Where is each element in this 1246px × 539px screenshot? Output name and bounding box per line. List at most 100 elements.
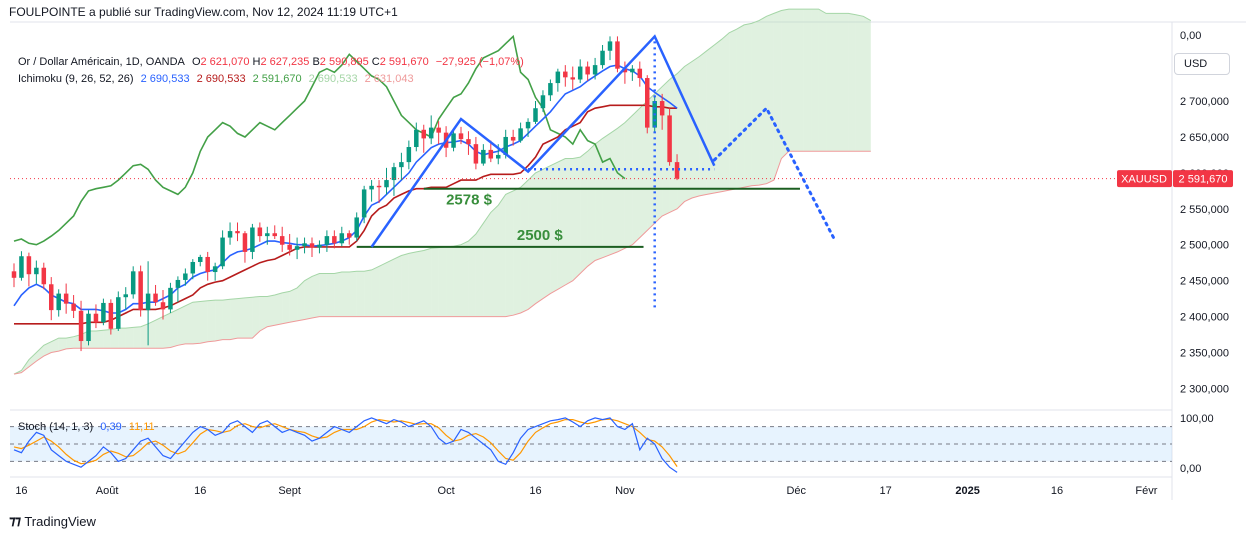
cloud-segment bbox=[416, 250, 424, 317]
candle bbox=[324, 230, 330, 252]
ichimoku-value-span-b: 2 631,043 bbox=[364, 73, 414, 85]
candle-body bbox=[466, 139, 471, 145]
candle-body bbox=[510, 136, 516, 141]
candle-body bbox=[279, 236, 285, 245]
candle bbox=[525, 118, 531, 137]
cloud-segment bbox=[341, 272, 350, 317]
cloud-segment bbox=[379, 262, 387, 317]
candle bbox=[205, 251, 210, 281]
candle-body bbox=[354, 217, 359, 238]
price-tick-label: 2 300,000 bbox=[1180, 383, 1229, 395]
cloud-segment bbox=[438, 246, 447, 317]
candle bbox=[540, 90, 546, 112]
cloud-segment bbox=[125, 327, 134, 349]
cloud-segment bbox=[133, 326, 141, 349]
candle-body bbox=[212, 266, 218, 273]
candle bbox=[421, 124, 426, 153]
candle bbox=[287, 233, 292, 256]
candle bbox=[563, 65, 568, 87]
currency-button[interactable]: USD bbox=[1174, 53, 1230, 75]
cloud-segment bbox=[170, 309, 178, 348]
candle bbox=[302, 237, 307, 254]
candle bbox=[458, 126, 464, 145]
candle bbox=[71, 295, 76, 319]
stoch-axis-top: 100,00 bbox=[1180, 413, 1214, 425]
ichimoku-label[interactable]: Ichimoku (9, 26, 52, 26) bbox=[18, 73, 134, 85]
time-tick-label: Févr bbox=[1135, 485, 1157, 497]
cloud-segment bbox=[364, 269, 372, 317]
candle bbox=[645, 75, 650, 134]
cloud-segment bbox=[632, 108, 640, 245]
stoch-legend: Stoch (14, 1, 3) 0,39 11,11 bbox=[18, 421, 159, 433]
candle bbox=[272, 225, 277, 239]
stoch-label[interactable]: Stoch (14, 1, 3) bbox=[18, 421, 94, 433]
candle bbox=[451, 129, 456, 152]
candle-body bbox=[153, 293, 158, 303]
cloud-segment bbox=[788, 9, 797, 152]
candle-body bbox=[600, 50, 605, 66]
cloud-segment bbox=[461, 241, 469, 317]
cloud-segment bbox=[386, 259, 394, 317]
candle-body bbox=[41, 267, 47, 285]
cloud-segment bbox=[349, 271, 357, 317]
candle bbox=[399, 152, 404, 181]
zigzag-pattern-line bbox=[370, 34, 716, 248]
ichimoku-value-conversion: 2 690,533 bbox=[140, 73, 190, 85]
candle-body bbox=[49, 284, 54, 311]
symbol-label[interactable]: Or / Dollar Américain, 1D, OANDA bbox=[18, 56, 185, 68]
cloud-segment bbox=[647, 93, 655, 231]
cloud-segment bbox=[282, 291, 290, 324]
candle bbox=[49, 277, 54, 321]
cloud-segment bbox=[200, 300, 208, 344]
candle bbox=[34, 260, 39, 284]
candle bbox=[630, 65, 635, 81]
cloud-segment bbox=[453, 244, 461, 317]
cloud-segment bbox=[498, 194, 506, 317]
tradingview-brand[interactable]: ⁊⁊ TradingView bbox=[9, 513, 96, 529]
price-axis-top-value: 0,00 bbox=[1180, 30, 1201, 42]
main-legend: Or / Dollar Américain, 1D, OANDA O2 621,… bbox=[18, 56, 528, 68]
cloud-segment bbox=[267, 295, 275, 327]
time-axis: 16 Août 16 Sept Oct 16 Nov Déc 17 2025 16 Févr bbox=[15, 485, 1157, 497]
candle-body bbox=[108, 302, 114, 329]
candle bbox=[481, 144, 486, 166]
candle bbox=[19, 251, 24, 281]
candle bbox=[160, 290, 166, 320]
candle-body bbox=[78, 310, 84, 342]
price-tick-label: 2 650,000 bbox=[1180, 132, 1229, 144]
ichimoku-value-base: 2 690,533 bbox=[196, 73, 246, 85]
cloud-segment bbox=[446, 246, 454, 317]
cloud-segment bbox=[222, 299, 231, 340]
ichimoku-value-span-a: 2 690,533 bbox=[308, 73, 358, 85]
candle bbox=[466, 131, 471, 155]
ohlc-low: B2 590,895 bbox=[312, 56, 369, 68]
cloud-segment bbox=[118, 328, 126, 349]
candle-body bbox=[585, 66, 590, 75]
cloud-segment bbox=[66, 336, 74, 349]
cloud-segment bbox=[110, 328, 119, 349]
candle bbox=[198, 254, 203, 267]
candle-body bbox=[414, 129, 419, 148]
level-label-2500: 2500 $ bbox=[517, 227, 564, 244]
candle bbox=[339, 226, 345, 247]
cloud-segment bbox=[818, 9, 827, 152]
cloud-segment bbox=[237, 297, 245, 339]
cloud-segment bbox=[610, 128, 618, 255]
support-levels: 2578 $ 2500 $ bbox=[356, 187, 800, 248]
candle-body bbox=[607, 41, 613, 51]
candle-body bbox=[339, 233, 345, 244]
cloud-segment bbox=[736, 24, 745, 189]
cloud-segment bbox=[252, 296, 260, 339]
time-tick-label: 16 bbox=[1051, 485, 1063, 497]
price-tick-label: 2 350,000 bbox=[1180, 348, 1229, 360]
time-tick-label: Sept bbox=[278, 485, 301, 497]
cloud-segment bbox=[43, 341, 52, 357]
candle bbox=[220, 230, 225, 270]
candle-body bbox=[659, 101, 665, 116]
cloud-segment bbox=[595, 138, 603, 261]
candle bbox=[391, 162, 397, 196]
candle bbox=[309, 237, 315, 257]
cloud-segment bbox=[468, 234, 476, 317]
price-tick-label: 2 550,000 bbox=[1180, 204, 1229, 216]
